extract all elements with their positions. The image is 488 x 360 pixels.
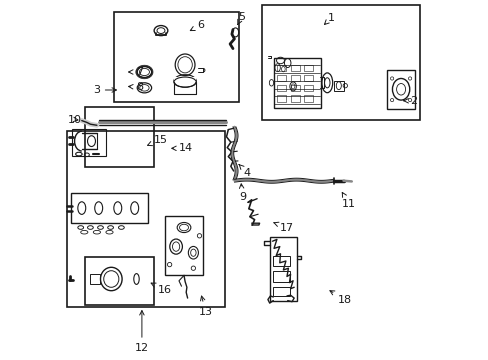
- Text: 17: 17: [273, 222, 293, 233]
- Text: 6: 6: [190, 20, 203, 31]
- Bar: [67, 131, 224, 307]
- Bar: [164, 216, 203, 275]
- Text: 8: 8: [128, 82, 142, 92]
- Text: 15: 15: [147, 135, 167, 146]
- Bar: [269, 237, 296, 301]
- Bar: [290, 95, 299, 102]
- Bar: [72, 129, 106, 156]
- Bar: [290, 85, 299, 91]
- Text: 4: 4: [239, 165, 250, 178]
- Text: 14: 14: [171, 143, 193, 153]
- Text: 2: 2: [403, 96, 416, 106]
- Bar: [89, 274, 101, 284]
- Bar: [304, 85, 313, 91]
- Text: 1: 1: [324, 13, 334, 24]
- Text: 18: 18: [329, 291, 351, 305]
- Text: 16: 16: [151, 283, 171, 295]
- Bar: [304, 75, 313, 81]
- Bar: [290, 65, 299, 71]
- Bar: [276, 95, 285, 102]
- Bar: [276, 75, 285, 81]
- Bar: [272, 271, 289, 282]
- Bar: [290, 75, 299, 81]
- Bar: [304, 65, 313, 71]
- Bar: [276, 85, 285, 91]
- Text: 11: 11: [341, 193, 355, 209]
- Bar: [261, 5, 419, 120]
- Bar: [71, 193, 148, 223]
- Text: 10: 10: [67, 114, 81, 125]
- Bar: [273, 58, 320, 108]
- Text: 3: 3: [93, 85, 116, 95]
- Bar: [272, 287, 289, 296]
- Bar: [304, 95, 313, 102]
- Bar: [333, 81, 343, 91]
- Text: 7: 7: [128, 67, 142, 77]
- Bar: [85, 257, 153, 305]
- Text: 5: 5: [237, 12, 244, 24]
- Bar: [114, 12, 239, 102]
- Text: 12: 12: [135, 311, 149, 353]
- Bar: [276, 65, 285, 71]
- Text: 13: 13: [198, 296, 212, 317]
- Bar: [386, 70, 415, 109]
- Bar: [85, 107, 153, 167]
- Bar: [173, 77, 196, 82]
- Text: 9: 9: [238, 184, 245, 202]
- Bar: [272, 256, 289, 266]
